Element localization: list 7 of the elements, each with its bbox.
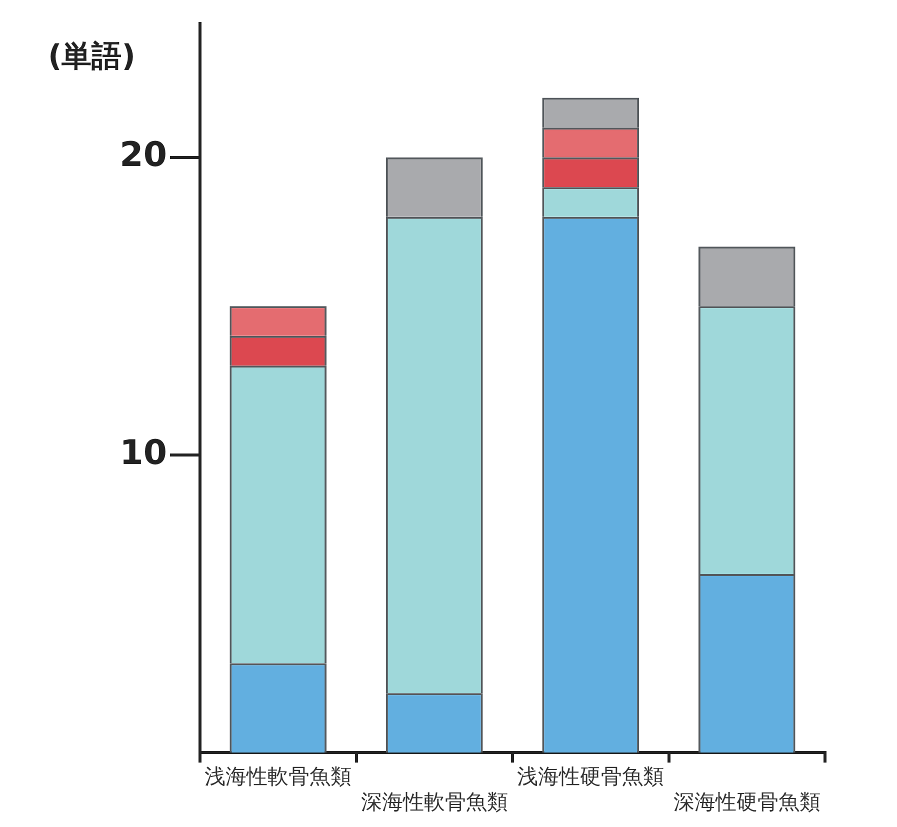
y-axis-title: (単語) (48, 38, 136, 74)
y-tick-label: 20 (120, 135, 167, 176)
x-tick-label: 深海性硬骨魚類 (673, 790, 820, 814)
x-tick-label: 浅海性軟骨魚類 (204, 764, 352, 789)
y-tick-label: 10 (120, 432, 167, 473)
x-tick-label: 深海性軟骨魚類 (360, 790, 508, 814)
x-tick-label: 浅海性硬骨魚類 (517, 764, 664, 789)
